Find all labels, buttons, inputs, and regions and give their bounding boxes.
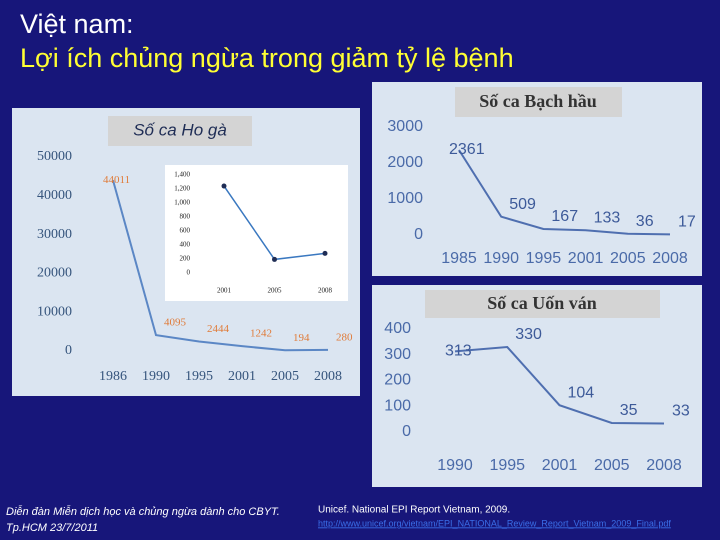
y-tick-label: 200 bbox=[384, 372, 411, 389]
y-tick-label: 0 bbox=[65, 343, 72, 358]
panel bbox=[372, 285, 702, 487]
footer-text: Tp.HCM 23/7/2011 bbox=[6, 522, 98, 534]
data-line bbox=[454, 345, 665, 425]
x-tick-label: 1995 bbox=[185, 369, 213, 384]
footer-text: Diễn đàn Miễn dịch học và chủng ngừa dàn… bbox=[6, 505, 280, 518]
data-label: 2361 bbox=[449, 141, 485, 158]
y-tick-label: 300 bbox=[384, 346, 411, 363]
data-label: 36 bbox=[636, 213, 654, 230]
source-link[interactable]: http://www.unicef.org/vietnam/EPI_NATION… bbox=[318, 518, 671, 528]
y-tick-label: 1,000 bbox=[174, 199, 190, 207]
x-tick-label: 2005 bbox=[271, 369, 299, 384]
title-box bbox=[425, 290, 660, 318]
data-label: 280 bbox=[336, 331, 353, 343]
y-tick-label: 2000 bbox=[387, 154, 423, 171]
y-tick-label: 40000 bbox=[37, 188, 72, 203]
y-tick-label: 1,200 bbox=[174, 185, 190, 193]
slide-subtitle: Lợi ích chủng ngừa trong giảm tỷ lệ bệnh bbox=[20, 43, 514, 73]
data-label: 35 bbox=[620, 402, 638, 419]
x-tick-label: 1986 bbox=[99, 369, 127, 384]
y-tick-label: 100 bbox=[384, 397, 411, 414]
x-tick-label: 1990 bbox=[483, 250, 519, 267]
data-point bbox=[322, 250, 328, 256]
title-box bbox=[455, 87, 622, 117]
data-label: 2444 bbox=[207, 323, 230, 335]
y-tick-label: 3000 bbox=[387, 118, 423, 135]
data-label: 313 bbox=[445, 343, 472, 360]
y-tick-label: 50000 bbox=[37, 149, 72, 164]
y-tick-label: 600 bbox=[180, 227, 191, 235]
y-tick-label: 1000 bbox=[387, 190, 423, 207]
chart-title: Số ca Uốn ván bbox=[487, 293, 597, 313]
y-tick-label: 0 bbox=[414, 226, 423, 243]
x-tick-label: 2008 bbox=[646, 457, 682, 474]
y-tick-label: 10000 bbox=[37, 304, 72, 319]
data-point bbox=[272, 256, 277, 262]
x-tick-label: 2005 bbox=[610, 250, 646, 267]
data-label: 133 bbox=[594, 209, 621, 226]
source-text: Unicef. National EPI Report Vietnam, 200… bbox=[318, 505, 510, 516]
data-label: 104 bbox=[568, 384, 595, 401]
data-point bbox=[221, 183, 227, 189]
x-tick-label: 2001 bbox=[542, 457, 578, 474]
y-tick-label: 0 bbox=[402, 423, 411, 440]
data-label: 330 bbox=[515, 326, 542, 343]
data-label: 33 bbox=[672, 403, 690, 420]
x-tick-label: 1995 bbox=[489, 457, 525, 474]
x-tick-label: 2008 bbox=[314, 369, 342, 384]
y-tick-label: 0 bbox=[187, 269, 191, 277]
data-label: 1242 bbox=[250, 328, 272, 340]
x-tick-label: 1990 bbox=[142, 369, 170, 384]
x-tick-label: 2001 bbox=[228, 369, 256, 384]
x-tick-label: 2008 bbox=[652, 250, 688, 267]
x-tick-label: 2005 bbox=[268, 287, 283, 295]
data-label: 194 bbox=[293, 332, 310, 344]
data-line bbox=[458, 149, 671, 236]
y-tick-label: 200 bbox=[180, 255, 191, 263]
y-tick-label: 20000 bbox=[37, 266, 72, 281]
y-tick-label: 800 bbox=[180, 213, 191, 221]
data-label: 509 bbox=[509, 196, 536, 213]
slide-title: Việt nam: bbox=[20, 9, 134, 39]
x-tick-label: 1985 bbox=[441, 250, 477, 267]
x-tick-label: 1995 bbox=[526, 250, 562, 267]
title-box bbox=[108, 116, 252, 146]
data-label: 167 bbox=[551, 208, 578, 225]
x-tick-label: 2008 bbox=[318, 287, 333, 295]
chart-title: Số ca Ho gà bbox=[133, 120, 227, 139]
y-tick-label: 400 bbox=[384, 320, 411, 337]
x-tick-label: 2001 bbox=[568, 250, 604, 267]
x-tick-label: 2005 bbox=[594, 457, 630, 474]
x-tick-label: 1990 bbox=[437, 457, 473, 474]
data-label: 44011 bbox=[103, 174, 130, 186]
x-tick-label: 2001 bbox=[217, 287, 232, 295]
data-line bbox=[112, 179, 329, 352]
data-label: 17 bbox=[678, 214, 696, 231]
data-label: 4095 bbox=[164, 317, 187, 329]
y-tick-label: 400 bbox=[180, 241, 191, 249]
chart-title: Số ca Bạch hầu bbox=[479, 91, 597, 111]
y-tick-label: 1,400 bbox=[174, 171, 190, 179]
y-tick-label: 30000 bbox=[37, 227, 72, 242]
